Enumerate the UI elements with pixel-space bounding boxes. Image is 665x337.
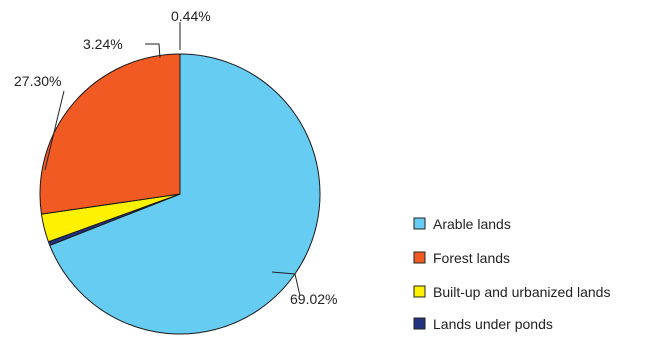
pie-slice-forest-lands [39, 53, 181, 215]
leader-line-arable [271, 271, 301, 297]
slice-label-forest: 27.30% [14, 73, 65, 171]
legend-label-arable: Arable lands [433, 216, 511, 232]
slice-label-builtup-text: 3.24% [83, 36, 123, 52]
slice-label-ponds-text: 0.44% [171, 8, 211, 24]
legend-swatch-builtup [413, 285, 426, 298]
slice-label-builtup: 3.24% [83, 36, 161, 59]
legend-item-ponds: Lands under ponds [413, 316, 553, 332]
slice-label-forest-text: 27.30% [14, 73, 61, 89]
legend-label-forest: Forest lands [433, 250, 510, 266]
leader-line-forest [44, 90, 65, 171]
legend-item-forest: Forest lands [413, 250, 510, 266]
legend-swatch-forest [413, 251, 426, 264]
legend-label-ponds: Lands under ponds [433, 316, 553, 332]
legend-item-builtup: Built-up and urbanized lands [413, 284, 610, 300]
slice-label-arable: 69.02% [271, 271, 337, 307]
legend-swatch-arable [413, 217, 426, 230]
legend-swatch-ponds [413, 317, 426, 330]
slice-label-ponds: 0.44% [171, 8, 211, 50]
slice-label-arable-text: 69.02% [290, 291, 337, 307]
legend-item-arable: Arable lands [413, 216, 511, 232]
legend: Arable lands Forest lands Built-up and u… [413, 216, 610, 332]
pie [39, 53, 321, 335]
leader-line-builtup [145, 43, 161, 59]
legend-label-builtup: Built-up and urbanized lands [433, 284, 610, 300]
pie-slice-arable-lands [49, 53, 321, 335]
